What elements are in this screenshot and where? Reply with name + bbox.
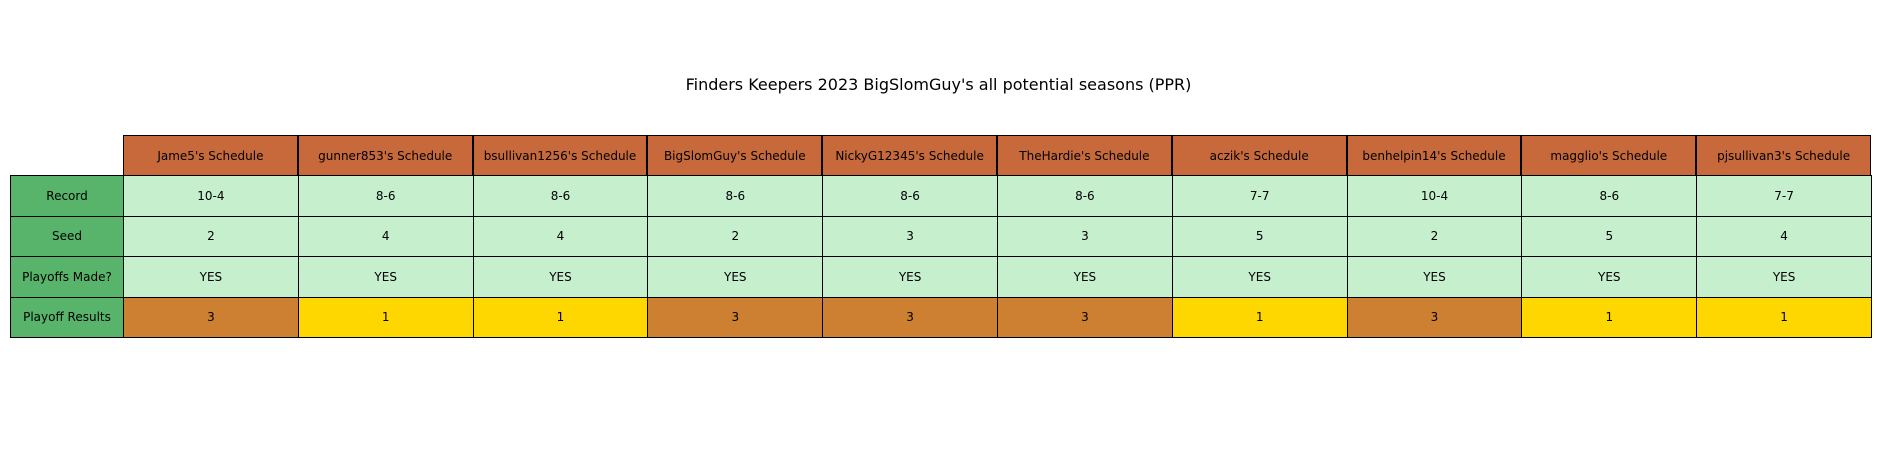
table-cell: 3 <box>997 296 1173 338</box>
row-label: Record <box>10 175 124 217</box>
table-cell: 1 <box>472 296 649 338</box>
table-cell: YES <box>1171 256 1348 298</box>
table-cell: 10-4 <box>123 175 299 217</box>
table-cell: 1 <box>1696 296 1872 338</box>
table-cell: YES <box>297 256 474 298</box>
table-cell: 8-6 <box>472 175 649 217</box>
table-cell: 3 <box>1346 296 1523 338</box>
table-cell: 3 <box>822 215 998 257</box>
table-cell: 3 <box>123 296 299 338</box>
table-cell: YES <box>647 256 824 298</box>
table-cell: 10-4 <box>1346 175 1523 217</box>
column-header: NickyG12345's Schedule <box>822 135 997 176</box>
column-header: BigSlomGuy's Schedule <box>647 135 823 176</box>
table-cell: YES <box>1521 256 1698 298</box>
table-cell: 5 <box>1521 215 1698 257</box>
table-cell: 3 <box>822 296 998 338</box>
table-cell: 8-6 <box>822 175 998 217</box>
column-header: TheHardie's Schedule <box>997 135 1172 176</box>
table-cell: 8-6 <box>997 175 1173 217</box>
column-header: bsullivan1256's Schedule <box>472 135 648 176</box>
row-label: Playoffs Made? <box>10 256 124 298</box>
chart-title: Finders Keepers 2023 BigSlomGuy's all po… <box>685 75 1192 94</box>
table-cell: 2 <box>1346 215 1523 257</box>
table-cell: 4 <box>1696 215 1872 257</box>
table-cell: YES <box>822 256 998 298</box>
table-cell: 1 <box>1171 296 1348 338</box>
column-header: gunner853's Schedule <box>297 135 473 176</box>
table-cell: 1 <box>1521 296 1698 338</box>
table-cell: 4 <box>297 215 474 257</box>
column-header: magglio's Schedule <box>1521 135 1697 176</box>
row-label: Playoff Results <box>10 296 124 338</box>
table-cell: 5 <box>1171 215 1348 257</box>
row-label: Seed <box>10 215 124 257</box>
table-cell: 8-6 <box>1521 175 1698 217</box>
table-cell: 3 <box>647 296 824 338</box>
table-cell: 8-6 <box>647 175 824 217</box>
table-cell: YES <box>1696 256 1872 298</box>
table-cell: 2 <box>123 215 299 257</box>
table-cell: 3 <box>997 215 1173 257</box>
table-cell: 4 <box>472 215 649 257</box>
table-cell: 7-7 <box>1696 175 1872 217</box>
column-header: Jame5's Schedule <box>123 135 298 176</box>
table-cell: YES <box>997 256 1173 298</box>
table-cell: 8-6 <box>297 175 474 217</box>
column-header: benhelpin14's Schedule <box>1346 135 1522 176</box>
column-header: pjsullivan3's Schedule <box>1696 135 1871 176</box>
table-cell: 7-7 <box>1171 175 1348 217</box>
table-cell: 2 <box>647 215 824 257</box>
table-cell: YES <box>472 256 649 298</box>
table-cell: YES <box>123 256 299 298</box>
table-cell: 1 <box>297 296 474 338</box>
column-header: aczik's Schedule <box>1171 135 1347 176</box>
table-cell: YES <box>1346 256 1523 298</box>
